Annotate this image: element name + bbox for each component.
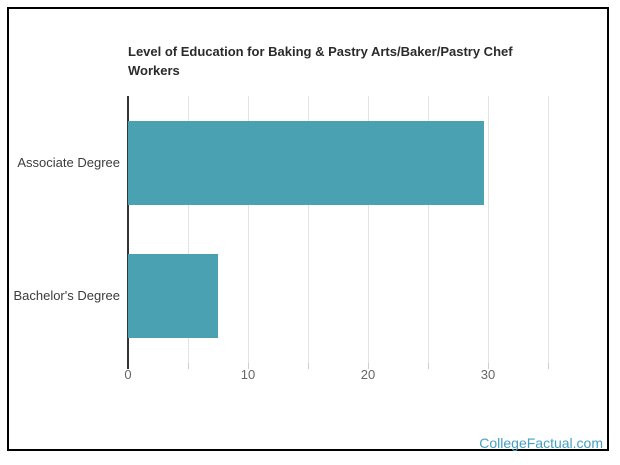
x-tick-label: 30 bbox=[480, 367, 496, 382]
chart-title: Level of Education for Baking & Pastry A… bbox=[128, 44, 513, 78]
x-tick-label: 10 bbox=[240, 367, 256, 382]
category-label: Bachelor's Degree bbox=[13, 288, 120, 303]
gridline bbox=[368, 96, 369, 363]
bar[interactable] bbox=[128, 254, 218, 338]
y-axis-line bbox=[127, 96, 129, 369]
x-tick-mark bbox=[308, 363, 309, 369]
gridline bbox=[548, 96, 549, 363]
gridline bbox=[308, 96, 309, 363]
x-tick-mark bbox=[548, 363, 549, 369]
category-label: Associate Degree bbox=[17, 155, 120, 170]
gridline bbox=[188, 96, 189, 363]
bar[interactable] bbox=[128, 121, 484, 205]
gridline bbox=[488, 96, 489, 363]
x-tick-mark bbox=[428, 363, 429, 369]
gridline bbox=[428, 96, 429, 363]
x-tick-label: 0 bbox=[124, 367, 132, 382]
x-tick-mark bbox=[488, 363, 489, 369]
x-tick-mark bbox=[368, 363, 369, 369]
gridline bbox=[248, 96, 249, 363]
plot-area bbox=[127, 96, 552, 369]
x-tick-mark bbox=[248, 363, 249, 369]
x-tick-label: 20 bbox=[360, 367, 376, 382]
x-tick-mark bbox=[188, 363, 189, 369]
collegefactual-link[interactable]: CollegeFactual.com bbox=[479, 435, 603, 451]
